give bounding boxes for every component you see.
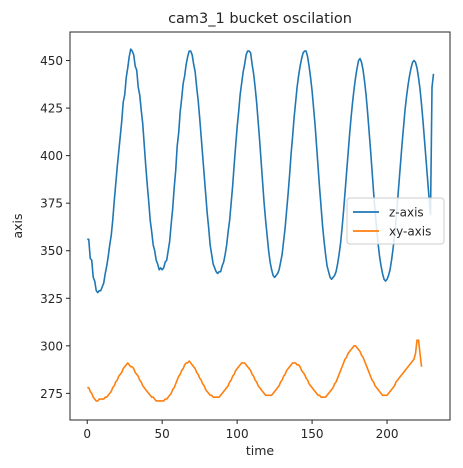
y-tick-label-6: 425	[40, 102, 63, 116]
y-tick-label-4: 375	[40, 197, 63, 211]
x-tick-label-4: 200	[376, 427, 399, 441]
y-tick-label-0: 275	[40, 387, 63, 401]
y-axis-label: axis	[10, 213, 25, 238]
chart-title: cam3_1 bucket oscilation	[168, 11, 352, 27]
x-tick-label-0: 0	[83, 427, 91, 441]
legend-label-0: z-axis	[389, 206, 424, 220]
series-line-xy-axis	[87, 339, 423, 402]
legend-label-1: xy-axis	[389, 225, 431, 239]
y-axis: 275 300 325 350 375 400 425 450	[40, 54, 70, 401]
x-axis-label: time	[246, 443, 275, 458]
y-tick-label-1: 300	[40, 339, 63, 353]
y-tick-label-2: 325	[40, 292, 63, 306]
x-tick-label-3: 150	[301, 427, 324, 441]
plot-frame	[69, 31, 451, 421]
legend-box	[346, 197, 445, 245]
y-tick-label-7: 450	[40, 54, 63, 68]
y-tick-label-5: 400	[40, 149, 63, 163]
x-tick-label-1: 50	[155, 427, 170, 441]
x-axis: 0 50 100 150 200	[83, 420, 398, 441]
x-tick-label-2: 100	[226, 427, 249, 441]
legend: z-axis xy-axis	[346, 197, 445, 245]
y-tick-label-3: 350	[40, 244, 63, 258]
